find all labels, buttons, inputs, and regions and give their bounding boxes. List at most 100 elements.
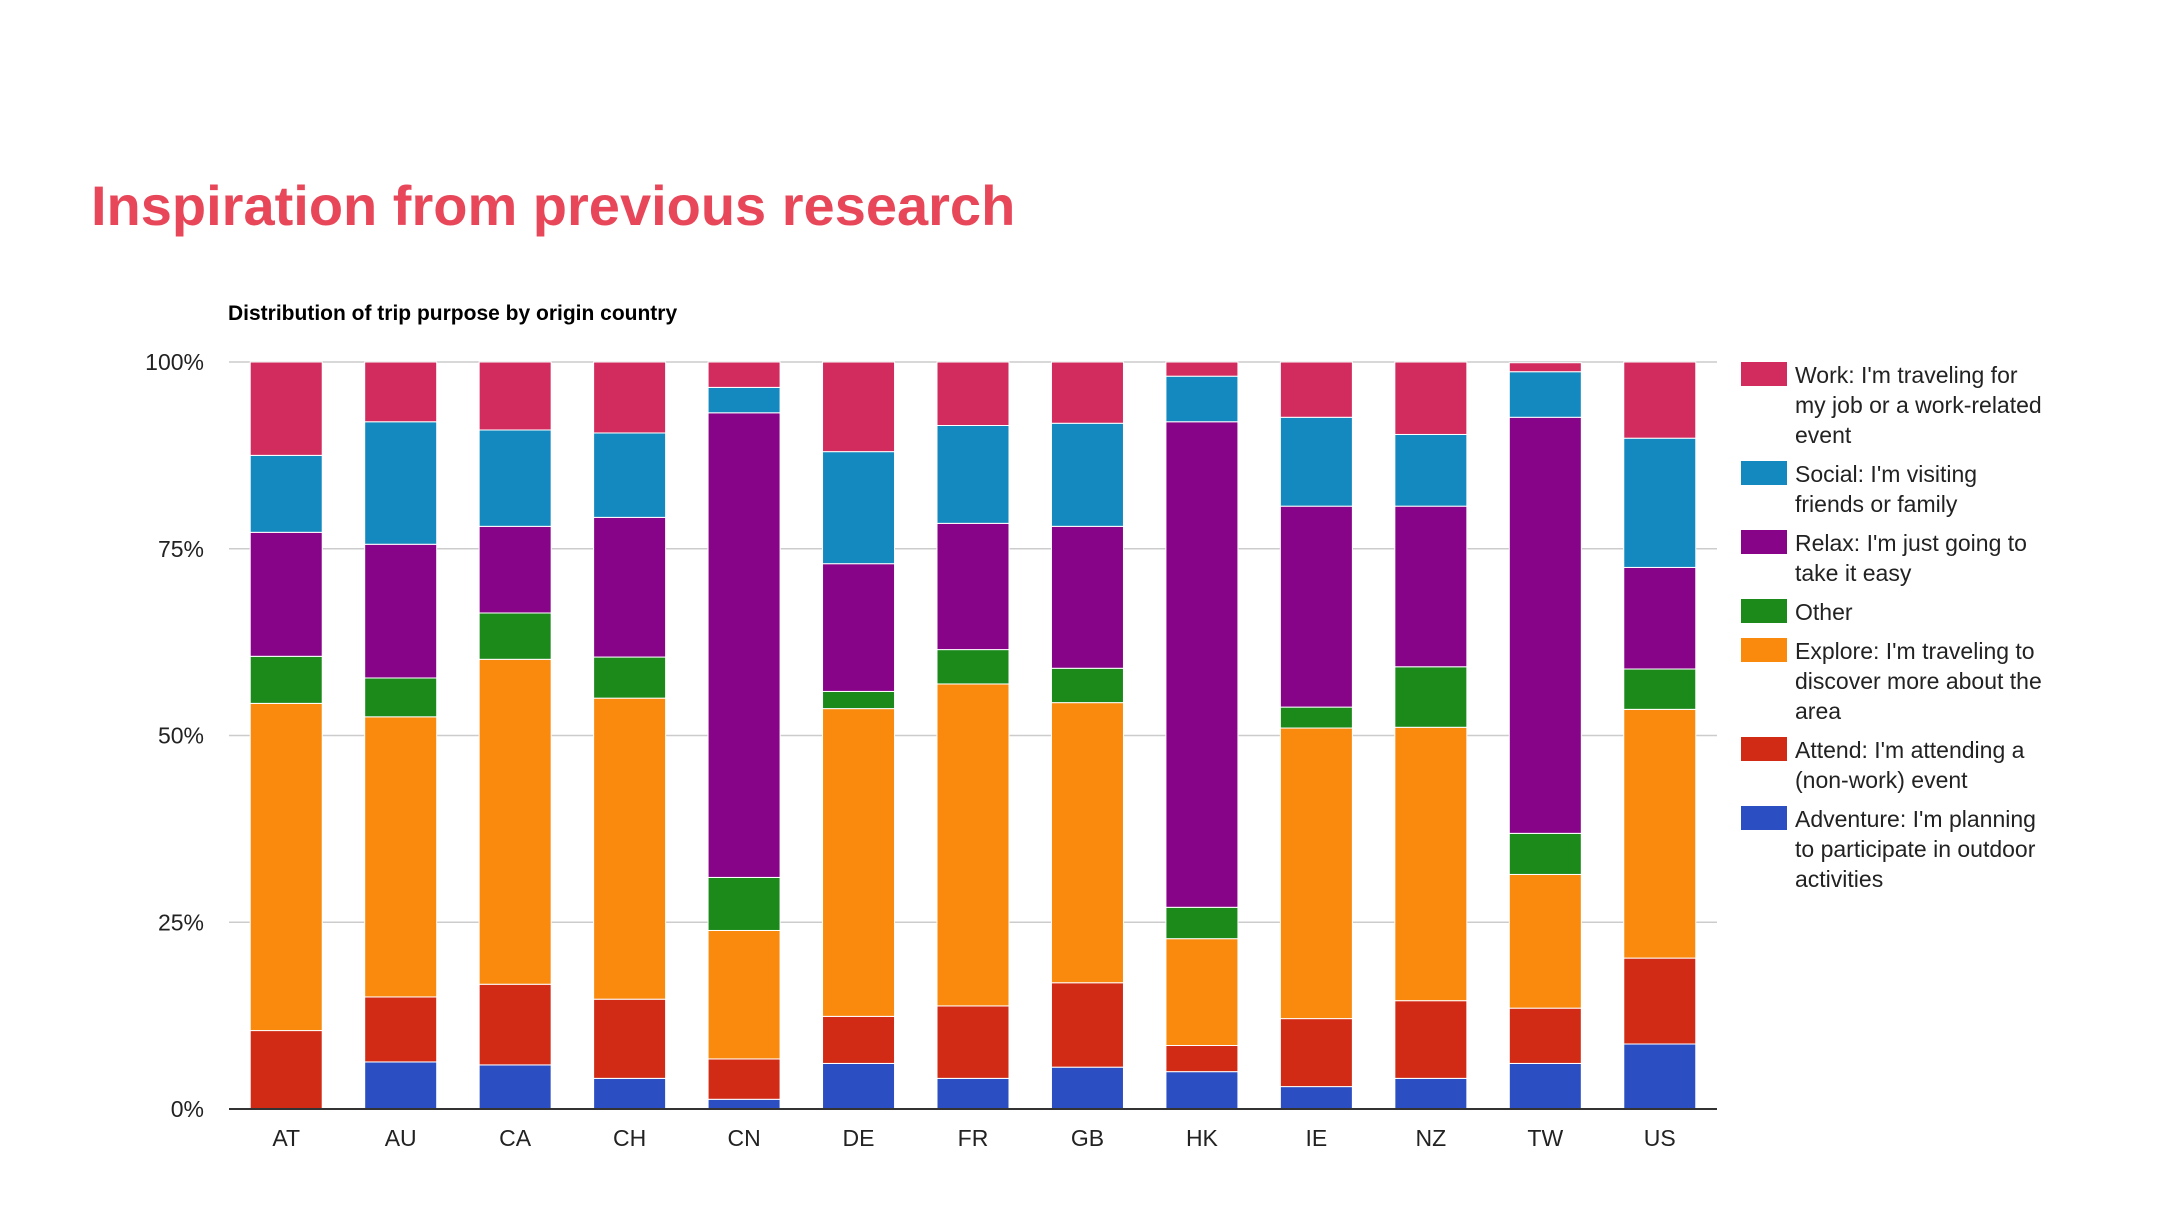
y-tick-label: 25% — [158, 909, 204, 935]
bar-segment-other — [593, 656, 667, 699]
bar-segment-work — [822, 361, 896, 453]
bar-segment-other — [707, 876, 781, 931]
bar-segment-explore — [249, 702, 323, 1032]
bar-segment-adventure — [1508, 1062, 1582, 1110]
bar-segment-adventure — [1623, 1043, 1697, 1110]
bar-segment-social — [593, 432, 667, 518]
bar-segment-social — [936, 424, 1010, 524]
bar-segment-attend — [936, 1005, 1010, 1079]
bar-segment-other — [478, 612, 552, 660]
bar-segment-social — [822, 451, 896, 565]
legend-label-explore: Explore: I'm traveling to discover more a… — [1795, 638, 2042, 724]
y-tick-label: 75% — [158, 536, 204, 562]
bar-segment-relax — [1508, 416, 1582, 834]
bar-segment-attend — [593, 998, 667, 1079]
bar-segment-explore — [936, 683, 1010, 1007]
bar-segment-adventure — [1165, 1071, 1239, 1110]
bar-segment-attend — [1623, 957, 1697, 1045]
bar-segment-adventure — [936, 1077, 1010, 1110]
bar-segment-other — [249, 655, 323, 704]
bar-segment-social — [1279, 416, 1353, 507]
bar-segment-relax — [822, 563, 896, 692]
bar-segment-attend — [478, 983, 552, 1066]
bar-segment-attend — [1165, 1045, 1239, 1073]
bar-segment-other — [936, 649, 1010, 685]
chart-title: Distribution of trip purpose by origin c… — [228, 302, 677, 325]
bar-segment-attend — [1279, 1018, 1353, 1088]
bar-segment-adventure — [1394, 1077, 1468, 1110]
bar-segment-other — [822, 690, 896, 710]
bar-segment-work — [1623, 361, 1697, 439]
legend-label-work: Work: I'm traveling for my job or a work-… — [1795, 362, 2042, 448]
bar-segment-adventure — [364, 1061, 438, 1110]
bar-segment-relax — [1279, 505, 1353, 708]
bar-segment-social — [1050, 422, 1124, 527]
legend-swatch-attend — [1741, 737, 1787, 761]
bar-segment-attend — [707, 1058, 781, 1100]
bar-segment-adventure — [593, 1077, 667, 1110]
bar-segment-other — [1165, 906, 1239, 940]
bar-segment-other — [1394, 666, 1468, 728]
legend-swatch-relax — [1741, 530, 1787, 554]
y-tick-label: 0% — [171, 1096, 204, 1122]
bar-segment-social — [1623, 437, 1697, 568]
bar-segment-attend — [1508, 1007, 1582, 1064]
bar-segment-attend — [822, 1015, 896, 1064]
bar-segment-explore — [707, 929, 781, 1060]
legend-label-attend: Attend: I'm attending a (non-work) event — [1795, 737, 2025, 793]
bar-segment-adventure — [1050, 1066, 1124, 1110]
bar-segment-work — [249, 361, 323, 456]
bars — [249, 361, 1697, 1110]
bar-segment-work — [1508, 362, 1582, 373]
bar-segment-adventure — [822, 1062, 896, 1110]
y-tick-label: 100% — [145, 349, 204, 375]
legend-swatch-adventure — [1741, 806, 1787, 830]
bar-segment-work — [364, 361, 438, 423]
bar-segment-explore — [1165, 938, 1239, 1047]
bar-segment-relax — [707, 412, 781, 878]
bar-segment-work — [707, 361, 781, 388]
bar-segment-attend — [364, 996, 438, 1063]
x-tick-label: CA — [499, 1125, 532, 1151]
bar-segment-work — [1050, 361, 1124, 424]
x-tick-label: AT — [272, 1125, 300, 1151]
x-tick-label: AU — [385, 1125, 417, 1151]
x-tick-label: IE — [1306, 1125, 1328, 1151]
bar-segment-work — [1165, 361, 1239, 377]
bar-segment-work — [1394, 361, 1468, 435]
bar-segment-other — [1279, 706, 1353, 729]
bar-segment-social — [478, 429, 552, 527]
bar-segment-other — [1050, 667, 1124, 704]
bar-segment-explore — [1050, 702, 1124, 984]
x-tick-label: NZ — [1416, 1125, 1447, 1151]
bar-segment-relax — [364, 543, 438, 679]
x-tick-label: HK — [1186, 1125, 1219, 1151]
bar-segment-adventure — [1279, 1086, 1353, 1110]
axes: 0% 25% 50% 75% 100% AT AU CA CH CN DE FR GB HK IE NZ TW U… — [145, 349, 1717, 1151]
bar-segment-relax — [593, 516, 667, 658]
bar-segment-relax — [1165, 421, 1239, 908]
x-tick-label: US — [1644, 1125, 1676, 1151]
bar-segment-relax — [478, 525, 552, 614]
legend-label-relax: Relax: I'm just going to take it easy — [1795, 530, 2027, 586]
bar-segment-work — [593, 361, 667, 434]
legend: Work: I'm traveling for my job or a work-… — [1741, 362, 2042, 892]
bar-segment-attend — [249, 1030, 323, 1110]
bar-segment-other — [1508, 832, 1582, 875]
bar-segment-attend — [1394, 1000, 1468, 1079]
bar-segment-other — [1623, 668, 1697, 710]
bar-segment-adventure — [707, 1098, 781, 1110]
bar-segment-relax — [936, 522, 1010, 651]
bar-segment-work — [478, 361, 552, 431]
y-tick-label: 50% — [158, 723, 204, 749]
legend-swatch-work — [1741, 362, 1787, 386]
bar-segment-social — [707, 386, 781, 414]
bar-segment-relax — [1050, 525, 1124, 669]
bar-segment-explore — [478, 658, 552, 985]
bar-segment-relax — [1394, 505, 1468, 668]
bar-segment-attend — [1050, 982, 1124, 1068]
legend-label-social: Social: I'm visiting friends or family — [1795, 461, 1977, 517]
slide-title: Inspiration from previous research — [91, 174, 1016, 237]
bar-segment-explore — [1508, 873, 1582, 1009]
